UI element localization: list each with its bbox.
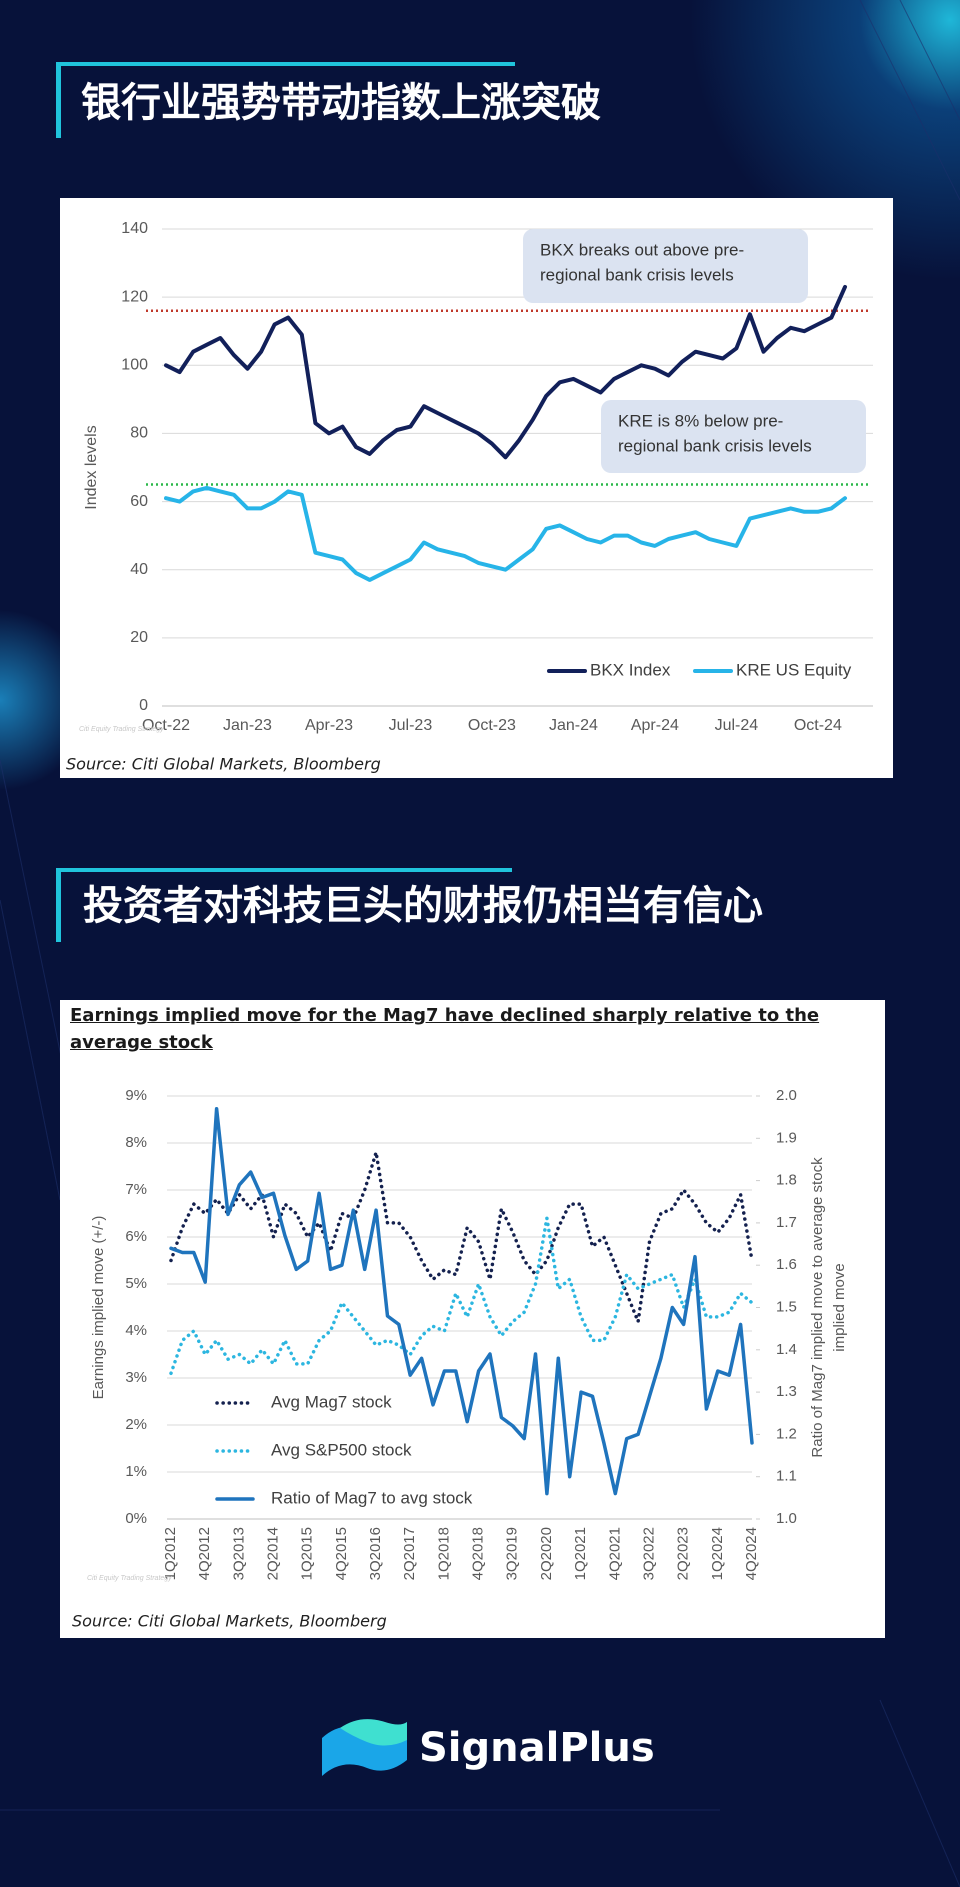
x-tick-label: Apr-23 [305, 717, 353, 734]
y2-tick-label: 1.4 [776, 1341, 797, 1358]
y-tick-label: 9% [125, 1087, 147, 1104]
x-tick-label: 3Q2022 [640, 1527, 657, 1580]
x-tick-label: 1Q2018 [435, 1527, 452, 1580]
heading-rule [58, 868, 512, 872]
y2-tick-label: 1.8 [776, 1172, 797, 1189]
heading-bar [56, 62, 61, 138]
watermark: Citi Equity Trading Strategy [87, 1575, 172, 1582]
legend-label: KRE US Equity [736, 660, 852, 679]
x-tick-label: Apr-24 [631, 717, 679, 734]
x-tick-label: 2Q2020 [538, 1527, 555, 1580]
y2-tick-label: 1.7 [776, 1214, 797, 1231]
annotation-text: regional bank crisis levels [540, 265, 734, 284]
y-axis-label: Earnings implied move (+/-) [90, 1216, 107, 1400]
series-line [169, 1216, 754, 1376]
annotation-text: KRE is 8% below pre- [618, 411, 783, 430]
y-axis-label: Index levels [83, 425, 100, 510]
y-tick-label: 5% [125, 1275, 147, 1292]
y2-tick-label: 1.5 [776, 1298, 797, 1315]
y-tick-label: 1% [125, 1463, 147, 1480]
y2-tick-label: 1.3 [776, 1383, 797, 1400]
legend-label: Avg S&P500 stock [271, 1440, 412, 1459]
x-tick-label: 1Q2015 [299, 1527, 316, 1580]
y2-axis-label: implied move [831, 1263, 848, 1351]
logo-icon [340, 1719, 407, 1746]
series-line [164, 284, 847, 460]
y-tick-label: 0 [139, 697, 148, 714]
y-tick-label: 0% [125, 1510, 147, 1527]
x-tick-label: 4Q2015 [333, 1527, 350, 1580]
x-tick-label: 1Q2012 [162, 1527, 179, 1580]
watermark: Citi Equity Trading Strategy [79, 726, 164, 733]
series-line [169, 1106, 754, 1496]
x-tick-label: 2Q2023 [675, 1527, 692, 1580]
x-tick-label: 1Q2021 [572, 1527, 589, 1580]
y2-axis-label: Ratio of Mag7 implied move to average st… [809, 1157, 826, 1458]
y2-tick-label: 2.0 [776, 1087, 797, 1104]
annotation-text: regional bank crisis levels [618, 436, 812, 455]
heading: 投资者对科技巨头的财报仍相当有信心 [83, 883, 763, 929]
annotation-box [601, 400, 866, 473]
x-tick-label: 2Q2014 [264, 1527, 281, 1580]
y-tick-label: 100 [121, 357, 148, 374]
x-tick-label: 3Q2016 [367, 1527, 384, 1580]
legend-label: BKX Index [590, 660, 671, 679]
heading-rule [58, 62, 515, 66]
heading-bar [56, 868, 61, 942]
y-tick-label: 4% [125, 1322, 147, 1339]
series-line [164, 485, 847, 582]
y2-tick-label: 1.1 [776, 1468, 797, 1485]
legend-label: Avg Mag7 stock [271, 1392, 392, 1411]
x-tick-label: 3Q2013 [230, 1527, 247, 1580]
y-tick-label: 3% [125, 1369, 147, 1386]
y2-tick-label: 1.9 [776, 1129, 797, 1146]
x-tick-label: Jan-24 [549, 717, 598, 734]
x-tick-label: Jan-23 [223, 717, 272, 734]
heading: 银行业强势带动指数上涨突破 [81, 80, 601, 126]
y-tick-label: 140 [121, 220, 148, 237]
y2-tick-label: 1.6 [776, 1256, 797, 1273]
source: Source: Citi Global Markets, Bloomberg [72, 1612, 387, 1631]
y-tick-label: 6% [125, 1228, 147, 1245]
x-tick-label: 1Q2024 [709, 1527, 726, 1580]
source: Source: Citi Global Markets, Bloomberg [66, 755, 381, 774]
legend-label: Ratio of Mag7 to avg stock [271, 1488, 473, 1507]
x-tick-label: Jul-23 [389, 717, 433, 734]
y2-tick-label: 1.2 [776, 1425, 797, 1442]
x-tick-label: Jul-24 [715, 717, 759, 734]
chart-title: Earnings implied move for the Mag7 have … [70, 1005, 820, 1053]
chart-card [60, 1000, 885, 1638]
y-tick-label: 60 [130, 493, 148, 510]
x-tick-label: 4Q2012 [196, 1527, 213, 1580]
y-tick-label: 2% [125, 1416, 147, 1433]
logo: SignalPlus [322, 1719, 655, 1776]
x-tick-label: Oct-24 [794, 717, 842, 734]
x-tick-label: Oct-23 [468, 717, 516, 734]
y-tick-label: 8% [125, 1134, 147, 1151]
x-tick-label: 4Q2018 [470, 1527, 487, 1580]
y2-tick-label: 1.0 [776, 1510, 797, 1527]
brand: SignalPlus [419, 1725, 655, 1771]
annotation-text: BKX breaks out above pre- [540, 240, 744, 259]
x-tick-label: 3Q2019 [504, 1527, 521, 1580]
x-tick-label: 4Q2021 [606, 1527, 623, 1580]
annotation-box [523, 229, 808, 303]
x-tick-label: 2Q2017 [401, 1527, 418, 1580]
y-tick-label: 7% [125, 1181, 147, 1198]
y-tick-label: 40 [130, 561, 148, 578]
y-tick-label: 80 [130, 425, 148, 442]
x-tick-label: Oct-22 [142, 717, 190, 734]
series-line [169, 1150, 754, 1324]
y-tick-label: 120 [121, 288, 148, 305]
y-tick-label: 20 [130, 629, 148, 646]
x-tick-label: 4Q2024 [743, 1527, 760, 1580]
